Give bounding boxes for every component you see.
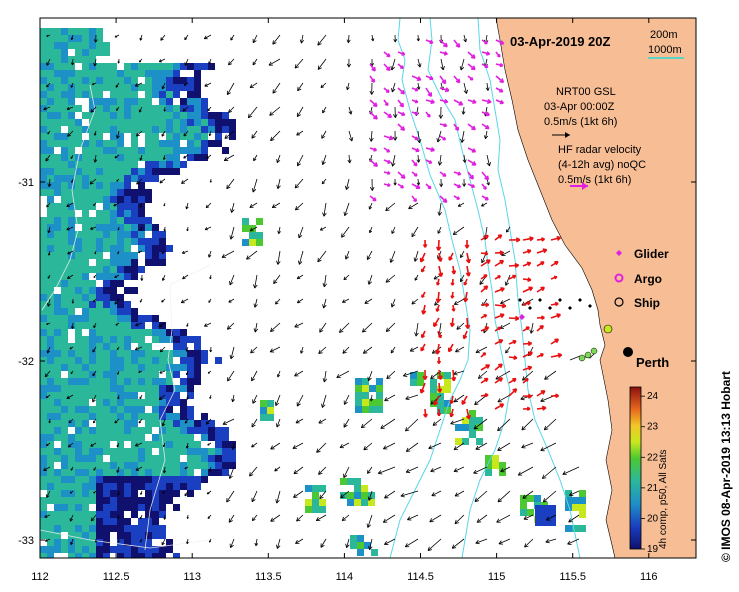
sst-field bbox=[40, 28, 586, 558]
x-tick-label-8: 116 bbox=[640, 571, 658, 583]
sst-contours bbox=[40, 84, 211, 551]
map-title: 03-Apr-2019 20Z bbox=[510, 34, 610, 49]
perth-marker bbox=[623, 347, 633, 357]
x-tick-label-6: 115 bbox=[488, 571, 506, 583]
svg-text:200m: 200m bbox=[650, 29, 678, 41]
colorbar-tick-0: 19 bbox=[647, 544, 659, 555]
y-tick-label-2: -33 bbox=[18, 535, 34, 547]
x-tick-label-2: 113 bbox=[183, 571, 201, 583]
svg-text:Argo: Argo bbox=[634, 272, 662, 286]
plot-frame bbox=[39, 17, 697, 559]
svg-text:1000m: 1000m bbox=[648, 44, 682, 56]
svg-text:0.5m/s (1kt 6h): 0.5m/s (1kt 6h) bbox=[544, 116, 617, 128]
svg-text:HF radar velocity: HF radar velocity bbox=[558, 144, 642, 156]
hf-info: HF radar velocity (4-12h avg) noQC 0.5m/… bbox=[558, 144, 646, 190]
argo-icon bbox=[614, 273, 624, 283]
hf-radar-vectors bbox=[369, 39, 592, 420]
svg-text:NRT00 GSL: NRT00 GSL bbox=[556, 86, 616, 98]
y-axis: -31 -32 -33 bbox=[18, 177, 696, 547]
gsl-vectors bbox=[43, 34, 580, 551]
y-tick-label-0: -31 bbox=[18, 177, 34, 189]
perth-label: Perth bbox=[636, 355, 669, 370]
legend-glider: Glider bbox=[616, 247, 669, 261]
x-tick-label-1: 112.5 bbox=[103, 571, 130, 583]
x-axis: 112 112.5 113 113.5 114 114.5 115 115.5 116 bbox=[31, 18, 658, 583]
colorbar-tick-2: 21 bbox=[647, 483, 659, 494]
colorbar-gradient bbox=[629, 386, 642, 550]
svg-text:0.5m/s (1kt 6h): 0.5m/s (1kt 6h) bbox=[558, 174, 631, 186]
colorbar: 19 20 21 22 23 24 4h comp, p50, All Sats bbox=[629, 386, 669, 555]
x-tick-label-0: 112 bbox=[31, 571, 49, 583]
ship-track bbox=[569, 324, 613, 362]
colorbar-ticks: 19 20 21 22 23 24 bbox=[641, 391, 659, 555]
colorbar-tick-3: 22 bbox=[647, 452, 659, 463]
colorbar-tick-4: 23 bbox=[647, 422, 659, 433]
svg-text:Glider: Glider bbox=[634, 247, 669, 261]
x-tick-label-4: 114 bbox=[336, 571, 354, 583]
bathymetry-contours bbox=[389, 18, 581, 558]
colorbar-label: 4h comp, p50, All Sats bbox=[658, 449, 669, 549]
platform-legend: Glider Argo Ship bbox=[614, 247, 669, 310]
svg-text:03-Apr 00:00Z: 03-Apr 00:00Z bbox=[544, 101, 615, 113]
colorbar-tick-5: 24 bbox=[647, 391, 659, 402]
gsl-info: NRT00 GSL 03-Apr 00:00Z 0.5m/s (1kt 6h) bbox=[544, 86, 617, 138]
glider-icon bbox=[616, 250, 622, 256]
bathymetry-legend: 200m 1000m bbox=[648, 29, 684, 59]
y-tick-label-1: -32 bbox=[18, 356, 34, 368]
x-tick-label-5: 114.5 bbox=[407, 571, 434, 583]
legend-argo: Argo bbox=[614, 272, 662, 286]
svg-text:(4-12h avg) noQC: (4-12h avg) noQC bbox=[558, 159, 646, 171]
x-tick-label-7: 115.5 bbox=[559, 571, 586, 583]
x-tick-label-3: 113.5 bbox=[255, 571, 282, 583]
svg-text:Ship: Ship bbox=[634, 296, 660, 310]
credit-text: © IMOS 08-Apr-2019 13:13 Hobart bbox=[719, 371, 733, 562]
ship-icon bbox=[614, 297, 624, 307]
colorbar-tick-1: 20 bbox=[647, 513, 659, 524]
legend-ship: Ship bbox=[614, 296, 660, 310]
land-mass bbox=[495, 18, 696, 558]
